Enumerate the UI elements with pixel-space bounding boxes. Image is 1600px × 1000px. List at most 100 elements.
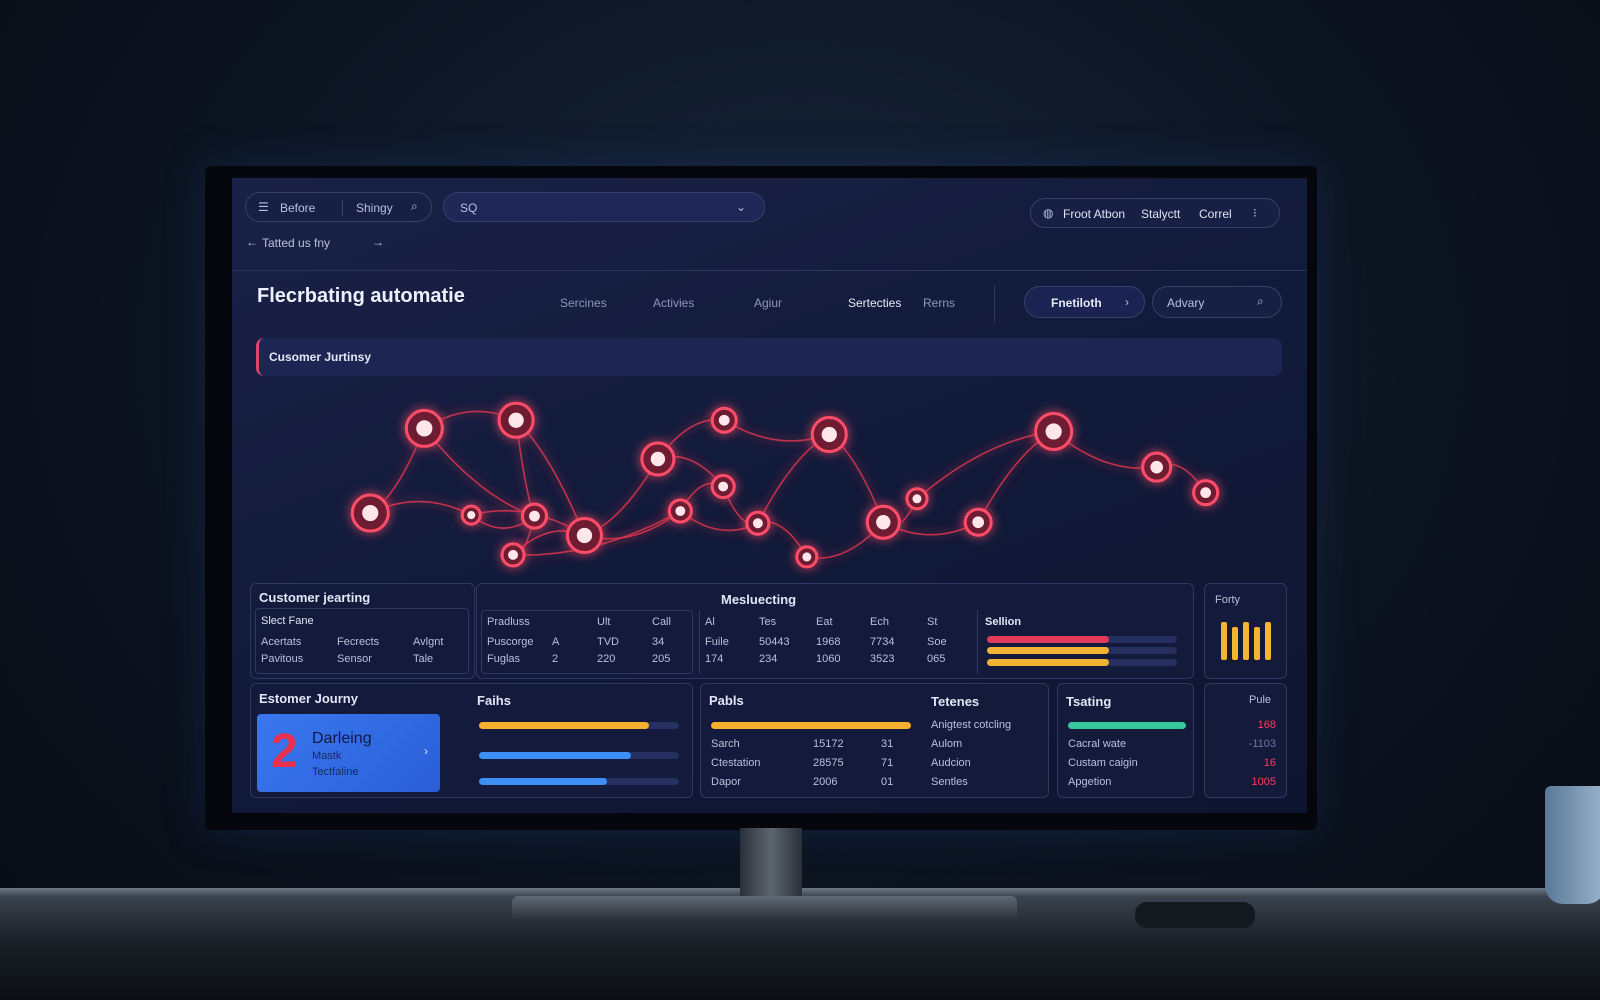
table-cell: 7734 xyxy=(870,636,895,648)
search-icon: ⌕ xyxy=(1257,294,1264,308)
table-cell: 2 xyxy=(552,653,559,665)
table-header: Pradluss xyxy=(487,616,530,628)
panel-title: Mesluecting xyxy=(721,592,797,607)
list-item: Anigtest cotcling xyxy=(931,719,1012,731)
search-placeholder: Advary xyxy=(1167,296,1205,310)
mini-bar xyxy=(1243,622,1249,660)
menu-pill[interactable]: ☰ Before Shingy ⌕ xyxy=(245,192,432,222)
table-cell: 234 xyxy=(759,653,778,665)
table-cell: Soe xyxy=(927,636,947,648)
network-edge xyxy=(423,427,535,517)
forward-arrow[interactable]: → xyxy=(372,235,384,249)
card-line: Mastk xyxy=(312,750,342,762)
card-line: Tectfaline xyxy=(312,766,359,778)
table-cell: 3523 xyxy=(870,653,895,665)
nav-item[interactable]: Sertecties xyxy=(848,296,902,310)
list-item: Tale xyxy=(413,653,434,665)
list-item: Fecrects xyxy=(337,636,380,648)
table-cell: 1968 xyxy=(816,636,841,648)
chevron: › xyxy=(424,744,428,758)
table-cell: 71 xyxy=(881,757,894,769)
action-pill[interactable]: ◍ ⁝ Froot Atbon Stalyctt Correl xyxy=(1030,198,1280,228)
chevron: › xyxy=(1125,295,1129,309)
table-cell: 28575 xyxy=(813,757,844,769)
network-node-core xyxy=(1045,423,1062,440)
monitor-base xyxy=(512,896,1017,922)
table-cell: 31 xyxy=(881,738,894,750)
list-item: Pavitous xyxy=(261,653,304,665)
search-query: SQ xyxy=(460,201,478,215)
search-icon: ⌕ xyxy=(411,199,418,213)
network-node-core xyxy=(718,414,730,426)
panel-subtitle: Sellion xyxy=(985,616,1022,628)
table-header: Ech xyxy=(870,616,889,628)
value: 1005 xyxy=(1251,776,1276,788)
pule-panel: Pule 168 -1103 16 1005 xyxy=(1204,683,1287,798)
divider xyxy=(342,200,343,216)
list-item: Apgetion xyxy=(1068,776,1112,788)
network-node-core xyxy=(802,552,812,562)
network-node-core xyxy=(912,494,922,504)
bar xyxy=(987,659,1109,666)
table-cell: 174 xyxy=(705,653,724,665)
table-cell: A xyxy=(552,636,560,648)
mini-bar xyxy=(1221,622,1227,660)
monitor-stand xyxy=(740,828,802,900)
table-cell: Fuglas xyxy=(487,653,521,665)
nav-item[interactable]: Agiur xyxy=(754,296,783,310)
panel-title: Customer jearting xyxy=(259,590,371,605)
network-edge xyxy=(916,430,1054,500)
primary-button[interactable]: Fnetiloth › xyxy=(1024,286,1145,318)
network-node-core xyxy=(362,504,379,522)
network-node-core xyxy=(1200,487,1212,499)
bar xyxy=(479,752,631,759)
network-node-core xyxy=(529,510,540,522)
network-node-core xyxy=(508,549,519,560)
table-cell: Puscorge xyxy=(487,636,534,648)
list-item: Audcion xyxy=(931,757,971,769)
network-node-core xyxy=(650,451,666,467)
network-node-core xyxy=(821,426,837,443)
table-header: Ult xyxy=(597,616,611,628)
panel-title: Tetenes xyxy=(931,694,980,709)
network-node-core xyxy=(508,412,524,428)
network-node-core xyxy=(718,481,729,492)
list-item: Custam caigin xyxy=(1068,757,1138,769)
nav-item[interactable]: Sercines xyxy=(560,296,607,310)
table-cell: 34 xyxy=(652,636,665,648)
table-cell: Ctestation xyxy=(711,757,761,769)
network-node-core xyxy=(752,518,763,529)
table-header: Al xyxy=(705,616,715,628)
table-cell: 15172 xyxy=(813,738,844,750)
menu-label: Before xyxy=(280,201,316,215)
panel-title: Tsating xyxy=(1066,694,1112,709)
divider xyxy=(994,286,995,322)
journey-network xyxy=(350,401,1220,569)
journey-card[interactable]: 2 Darleing Mastk Tectfaline › xyxy=(257,714,440,792)
menu-icon: ☰ xyxy=(258,200,269,214)
nav-item[interactable]: Rerns xyxy=(923,296,956,310)
nav-item[interactable]: Activies xyxy=(653,296,695,310)
breadcrumb[interactable]: Tatted us fny xyxy=(262,236,331,250)
list-item: Sentles xyxy=(931,776,968,788)
divider xyxy=(232,270,1307,271)
table-cell: 205 xyxy=(652,653,671,665)
remote xyxy=(1135,902,1255,928)
table-header: St xyxy=(927,616,938,628)
bar xyxy=(711,722,911,729)
mini-bar xyxy=(1265,622,1271,660)
panel-title: Faihs xyxy=(477,693,511,708)
network-node-core xyxy=(416,420,433,437)
back-arrow[interactable]: ← xyxy=(246,235,258,249)
table-header: Eat xyxy=(816,616,833,628)
search-field[interactable]: Advary ⌕ xyxy=(1152,286,1282,318)
table-cell: Dapor xyxy=(711,776,741,788)
dropdown-caret: ⌄ xyxy=(736,200,747,214)
pabls-panel: Pabls Sarch 15172 31 Ctestation 28575 71 Dapor 2… xyxy=(700,683,1049,798)
journey-panel: Estomer Journy 2 Darleing Mastk Tectfaline › F… xyxy=(250,683,693,798)
table-cell: TVD xyxy=(597,636,619,648)
table-header: Tes xyxy=(759,616,777,628)
divider xyxy=(977,610,978,674)
table-cell: 2006 xyxy=(813,776,838,788)
search-box[interactable]: SQ ⌄ xyxy=(443,192,765,222)
